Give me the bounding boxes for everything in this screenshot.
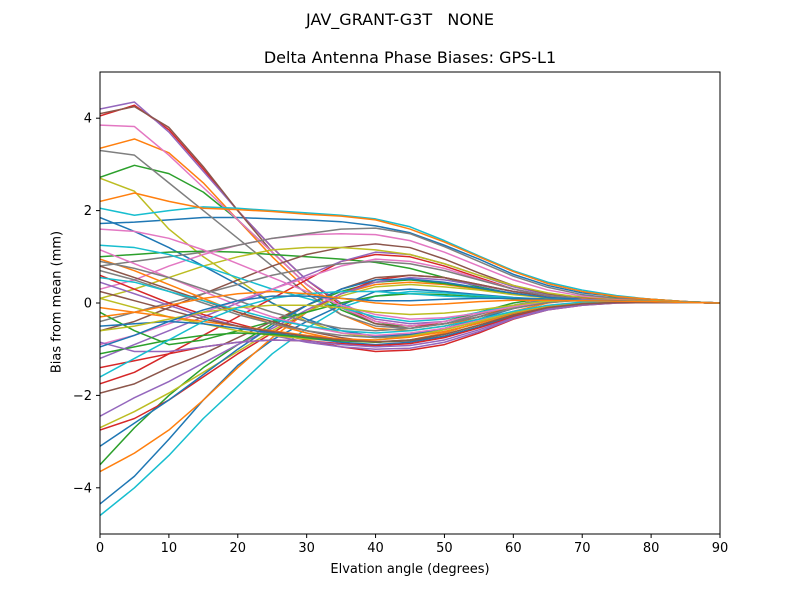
series-line-4 (100, 104, 720, 327)
y-tick-label: −2 (73, 389, 92, 404)
figure-suptitle: JAV_GRANT-G3T NONE (306, 10, 494, 29)
x-tick-label: 0 (96, 541, 104, 556)
x-tick-label: 30 (298, 541, 315, 556)
y-tick-label: −4 (73, 481, 92, 496)
x-tick-label: 10 (161, 541, 178, 556)
chart-title: Delta Antenna Phase Biases: GPS-L1 (263, 48, 557, 67)
x-axis-label: Elvation angle (degrees) (330, 562, 490, 577)
x-tick-label: 60 (505, 541, 522, 556)
x-tick-label: 20 (230, 541, 247, 556)
series-line-31 (100, 278, 720, 447)
x-tick-label: 80 (643, 541, 660, 556)
series-line-52 (100, 290, 720, 318)
series-line-23 (100, 279, 720, 466)
x-tick-label: 70 (574, 541, 591, 556)
series-line-12 (100, 192, 720, 304)
series-line-46 (100, 290, 720, 343)
x-tick-label: 90 (712, 541, 729, 556)
x-tick-label: 40 (367, 541, 384, 556)
y-tick-label: 4 (84, 112, 92, 127)
series-line-30 (100, 290, 720, 517)
x-tick-label: 50 (436, 541, 453, 556)
y-axis-label: Bias from mean (mm) (49, 230, 65, 374)
series-line-5 (100, 101, 720, 325)
y-tick-label: 0 (84, 297, 92, 312)
y-tick-label: 2 (84, 204, 92, 219)
series-line-18 (100, 227, 720, 304)
series-line-10 (100, 206, 720, 304)
